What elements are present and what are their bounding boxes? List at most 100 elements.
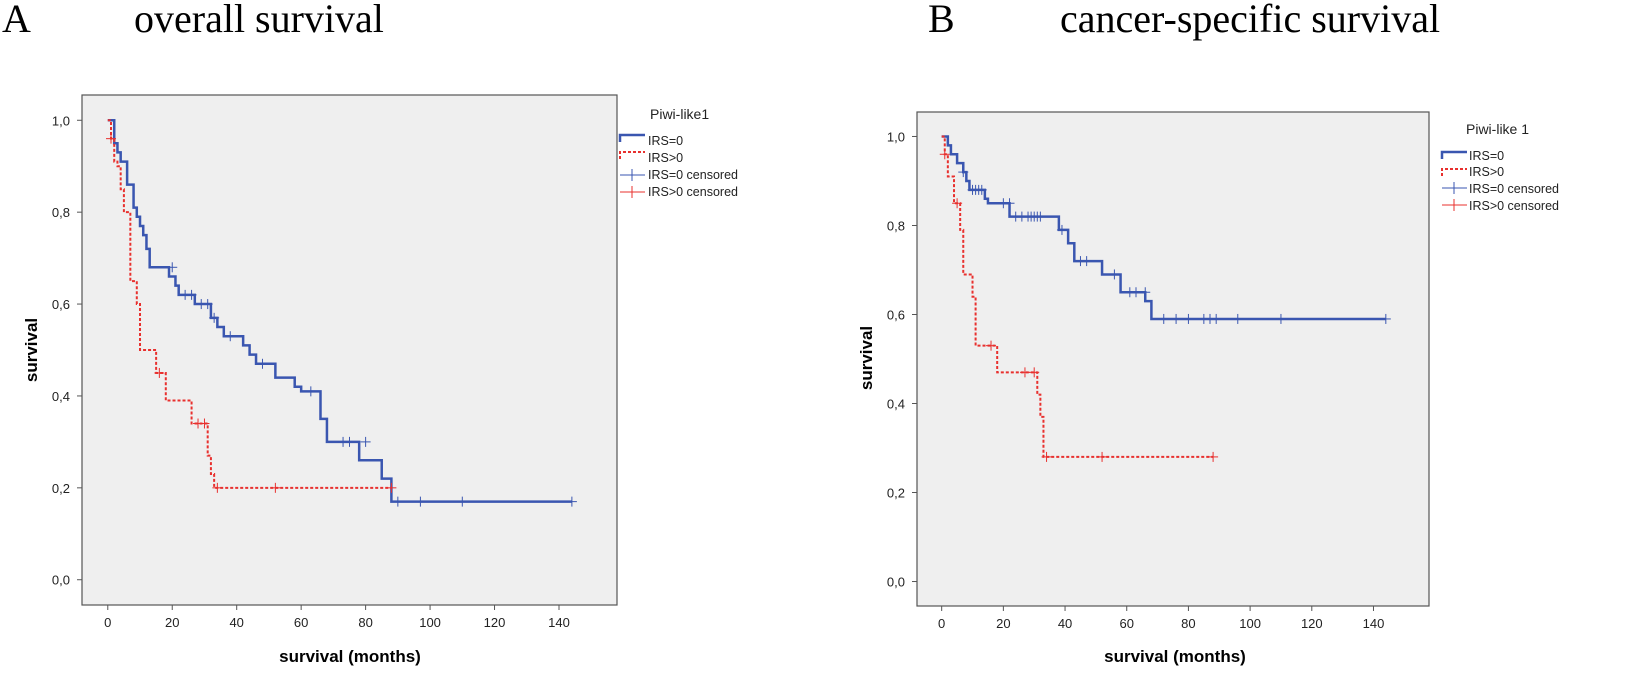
panel-b-series-irs-gt0 bbox=[941, 135, 1214, 458]
panel-b-censor-mark-irs0 bbox=[1158, 313, 1169, 324]
panel-a-censor-mark-irs0 bbox=[305, 386, 316, 397]
panel-b-y-tick-label: 0,8 bbox=[887, 218, 905, 233]
panel-b-x-tick-label: 20 bbox=[996, 616, 1010, 631]
panel-b-censor-mark-irs-gt0 bbox=[939, 149, 950, 160]
panel-b-censor-mark-irs-gt0 bbox=[1019, 367, 1030, 378]
panel-a-x-tick-label: 140 bbox=[548, 615, 570, 630]
panel-a-legend-title: Piwi-like1 bbox=[650, 106, 709, 122]
legend-irs0-swatch bbox=[1440, 150, 1467, 159]
panel-a-x-axis-label: survival (months) bbox=[279, 647, 421, 666]
legend-irs-gt0-swatch bbox=[619, 151, 645, 159]
panel-a-x-tick-label: 20 bbox=[165, 615, 179, 630]
panel-b-y-tick-label: 0,4 bbox=[887, 397, 905, 412]
panel-a-censor-mark-irs0 bbox=[257, 358, 268, 369]
panel-a-censor-mark-irs0 bbox=[360, 436, 371, 447]
panel-b-y-tick-label: 1,0 bbox=[887, 129, 905, 144]
panel-b-censor-mark-irs0 bbox=[1130, 287, 1141, 298]
panel-a-censor-mark-irs-gt0 bbox=[386, 482, 397, 493]
panel-b-legend-title: Piwi-like 1 bbox=[1466, 121, 1529, 137]
panel-b-y-tick-labels: 0,0 0,2 0,4 0,6 0,8 1,0 bbox=[887, 129, 905, 589]
panel-a-y-tick-label: 0,6 bbox=[52, 297, 70, 312]
legend-irs-gt0-censored-swatch bbox=[620, 186, 645, 198]
panel-a-censor-mark-irs0 bbox=[566, 496, 577, 507]
panel-b-censor-mark-irs0 bbox=[1081, 256, 1092, 267]
panel-b-y-axis-label: survival bbox=[857, 326, 876, 390]
panel-b-x-tick-label: 80 bbox=[1181, 616, 1195, 631]
panel-b-censor-mark-irs0 bbox=[1035, 211, 1046, 222]
panel-b-censor-mark-irs-gt0 bbox=[1097, 451, 1108, 462]
panel-b-plot-area bbox=[916, 111, 1430, 607]
panel-a-censor-mark-irs-gt0 bbox=[199, 418, 210, 429]
panel-a-legend: Piwi-like1 IRS=0 IRS>0 IRS=0 censored IR… bbox=[618, 106, 738, 199]
legend-irs-gt0-censored-label: IRS>0 censored bbox=[1469, 199, 1559, 213]
panel-a-plot-area bbox=[81, 94, 618, 606]
panel-a-censor-mark-irs0 bbox=[202, 299, 213, 310]
panel-a-ticks bbox=[77, 119, 560, 610]
legend-irs0-censored-swatch bbox=[620, 169, 645, 181]
panel-b-censor-mark-irs-gt0 bbox=[1041, 451, 1052, 462]
legend-irs-gt0-label: IRS>0 bbox=[1469, 165, 1504, 179]
panel-a-y-axis-label: survival bbox=[22, 318, 41, 382]
legend-irs-gt0-label: IRS>0 bbox=[648, 151, 683, 165]
legend-irs0-label: IRS=0 bbox=[648, 134, 683, 148]
panel-a-x-tick-label: 60 bbox=[294, 615, 308, 630]
panel-a-censor-mark-irs-gt0 bbox=[212, 482, 223, 493]
panel-b-censor-mark-irs0 bbox=[1275, 313, 1286, 324]
panel-a-censor-mark-irs0 bbox=[457, 496, 468, 507]
panel-b-censor-mark-irs0 bbox=[976, 184, 987, 195]
panel-b-x-tick-labels: 0 20 40 60 80 100 120 140 bbox=[938, 616, 1384, 631]
panel-b-x-tick-label: 40 bbox=[1058, 616, 1072, 631]
panel-b-series bbox=[939, 135, 1391, 462]
panel-b-legend: Piwi-like 1 IRS=0 IRS>0 IRS=0 censored I… bbox=[1440, 121, 1559, 213]
panel-a-y-tick-labels: 0,0 0,2 0,4 0,6 0,8 1,0 bbox=[52, 113, 70, 587]
panel-a-x-tick-label: 100 bbox=[419, 615, 441, 630]
panel-b: B cancer-specific survival 0,00,20,40,60… bbox=[857, 0, 1559, 666]
panel-b-censor-mark-irs-gt0 bbox=[986, 340, 997, 351]
panel-a-censor-mark-irs0 bbox=[167, 262, 178, 273]
panel-a-x-tick-label: 0 bbox=[104, 615, 111, 630]
panel-b-censor-mark-irs-gt0 bbox=[1208, 451, 1219, 462]
panel-b-censor-mark-irs0 bbox=[1056, 224, 1067, 235]
panel-b-letter: B bbox=[928, 0, 955, 41]
panel-a-censor-mark-irs0 bbox=[392, 496, 403, 507]
panel-b-title: cancer-specific survival bbox=[1060, 0, 1440, 41]
panel-b-censor-mark-irs0 bbox=[1171, 313, 1182, 324]
legend-irs0-censored-label: IRS=0 censored bbox=[648, 168, 738, 182]
panel-a-x-tick-label: 40 bbox=[229, 615, 243, 630]
panel-b-censor-mark-irs0 bbox=[1109, 269, 1120, 280]
panel-a-censor-mark-irs0 bbox=[344, 436, 355, 447]
panel-a-y-tick-label: 0,4 bbox=[52, 389, 70, 404]
legend-irs0-label: IRS=0 bbox=[1469, 149, 1504, 163]
panel-b-censor-mark-irs0 bbox=[958, 167, 969, 178]
panel-a-x-tick-labels: 0 20 40 60 80 100 120 140 bbox=[104, 615, 570, 630]
panel-a-censor-mark-irs-gt0 bbox=[154, 367, 165, 378]
panel-a-series bbox=[106, 119, 577, 507]
panel-a-y-tick-label: 1,0 bbox=[52, 113, 70, 128]
panel-b-x-tick-label: 120 bbox=[1301, 616, 1323, 631]
panel-b-y-tick-label: 0,0 bbox=[887, 575, 905, 590]
panel-b-censor-mark-irs0 bbox=[1004, 198, 1015, 209]
panel-a-x-tick-label: 120 bbox=[484, 615, 506, 630]
legend-irs-gt0-censored-swatch bbox=[1442, 199, 1467, 211]
panel-b-censor-mark-irs0 bbox=[1183, 313, 1194, 324]
panel-a-y-tick-label: 0,0 bbox=[52, 573, 70, 588]
panel-b-censor-mark-irs-gt0 bbox=[1029, 367, 1040, 378]
panel-b-censor-mark-irs0 bbox=[1211, 313, 1222, 324]
panel-a: A overall survival 0,0 0,2 0,4 0,6 0,8 1,0 0 2… bbox=[2, 0, 738, 666]
panel-a-x-tick-label: 80 bbox=[358, 615, 372, 630]
panel-b-censor-mark-irs0 bbox=[1140, 287, 1151, 298]
panel-b-censor-mark-irs-gt0 bbox=[952, 198, 963, 209]
panel-a-censor-mark-irs0 bbox=[209, 312, 220, 323]
legend-irs-gt0-censored-label: IRS>0 censored bbox=[648, 185, 738, 199]
panel-a-censor-mark-irs-gt0 bbox=[270, 482, 281, 493]
panel-a-title: overall survival bbox=[134, 0, 384, 41]
panel-b-ticks bbox=[912, 135, 1374, 611]
panel-b-y-tick-label: 0,6 bbox=[887, 307, 905, 322]
legend-irs0-censored-label: IRS=0 censored bbox=[1469, 182, 1559, 196]
legend-irs-gt0-swatch bbox=[1441, 168, 1467, 176]
panel-a-letter: A bbox=[2, 0, 31, 41]
panel-a-censor-mark-irs0 bbox=[186, 289, 197, 300]
panel-b-x-tick-label: 0 bbox=[938, 616, 945, 631]
panel-b-x-axis-label: survival (months) bbox=[1104, 647, 1246, 666]
